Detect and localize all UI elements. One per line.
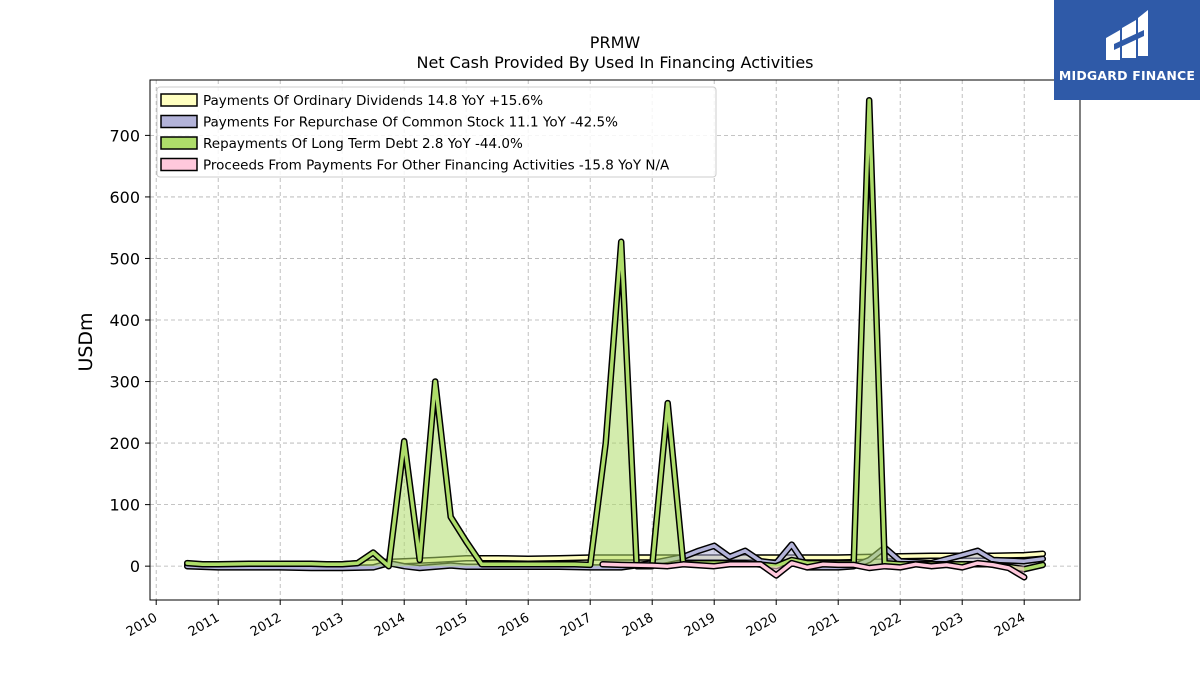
- series-3: [599, 559, 1028, 581]
- y-tick-label: 700: [109, 126, 140, 145]
- legend-box: [156, 86, 717, 178]
- logo-text: MIDGARD FINANCE: [1058, 68, 1196, 83]
- y-tick-label: 0: [130, 557, 140, 576]
- y-tick-label: 400: [109, 311, 140, 330]
- legend-swatch: [160, 114, 198, 129]
- y-axis-label: USDm: [75, 312, 97, 371]
- x-tick-label: 2014: [372, 610, 408, 640]
- series-line: [185, 98, 1045, 571]
- legend-entry: Payments Of Ordinary Dividends 14.8 YoY …: [203, 93, 543, 109]
- y-tick-label: 500: [109, 249, 140, 268]
- y-tick-label: 200: [109, 434, 140, 453]
- x-tick-label: 2010: [124, 610, 160, 640]
- brand-logo: MIDGARD FINANCE: [1054, 0, 1200, 100]
- y-tick-label: 300: [109, 373, 140, 392]
- legend-swatch: [160, 93, 198, 107]
- x-tick-label: 2023: [930, 610, 966, 640]
- chart-title: PRMW: [590, 33, 641, 52]
- x-tick-label: 2013: [310, 610, 346, 640]
- x-tick-label: 2012: [248, 610, 284, 640]
- x-tick-label: 2024: [992, 610, 1028, 640]
- y-tick-label: 100: [109, 496, 140, 515]
- legend-swatch: [160, 157, 198, 172]
- x-tick-label: 2022: [868, 610, 904, 640]
- x-tick-label: 2018: [620, 610, 656, 640]
- legend: Payments Of Ordinary Dividends 14.8 YoY …: [156, 86, 717, 178]
- series-layer: [183, 97, 1047, 581]
- x-tick-label: 2015: [434, 610, 470, 640]
- chart-subtitle: Net Cash Provided By Used In Financing A…: [416, 53, 813, 72]
- x-tick-label: 2019: [682, 610, 718, 640]
- x-tick-label: 2017: [558, 610, 594, 640]
- x-tick-label: 2011: [186, 610, 222, 640]
- logo-mark-icon: [1106, 10, 1148, 60]
- series-2: [183, 97, 1047, 573]
- plot-frame: [149, 79, 1081, 601]
- x-tick-label: 2020: [744, 610, 780, 640]
- legend-entry: Payments For Repurchase Of Common Stock …: [203, 115, 618, 131]
- x-tick-label: 2016: [496, 610, 532, 640]
- series-line: [600, 561, 1026, 579]
- legend-entry: Repayments Of Long Term Debt 2.8 YoY -44…: [203, 136, 523, 152]
- x-tick-label: 2021: [806, 610, 842, 640]
- y-tick-label: 600: [109, 188, 140, 207]
- legend-swatch: [160, 136, 198, 150]
- legend-entry: Proceeds From Payments For Other Financi…: [203, 158, 670, 174]
